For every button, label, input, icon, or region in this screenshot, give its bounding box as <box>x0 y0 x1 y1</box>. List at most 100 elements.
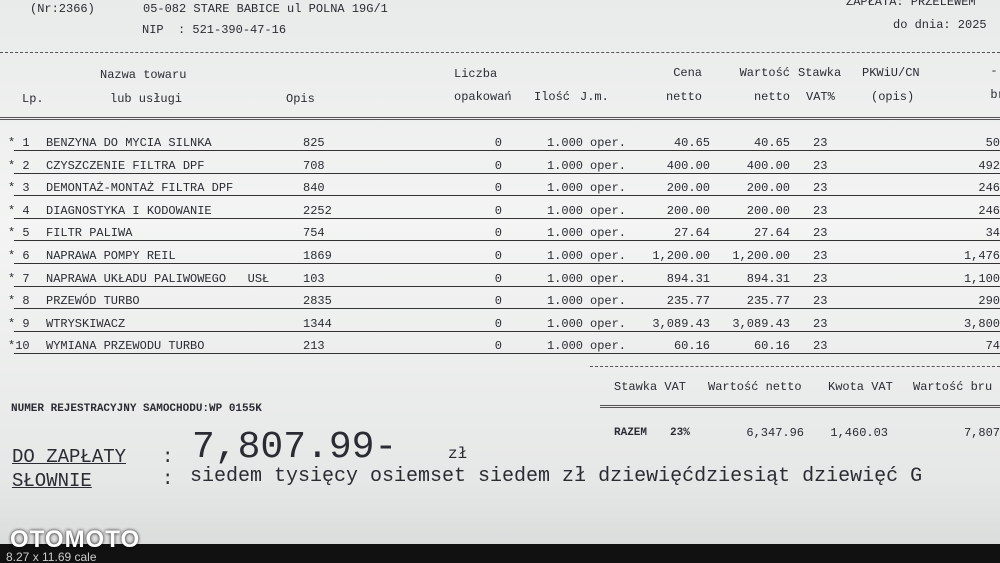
cell: 0 <box>494 158 502 173</box>
separator <box>590 366 1000 367</box>
vat-header: Wartość bru <box>913 380 993 394</box>
cell: 2835 <box>303 294 332 309</box>
cell: 23 <box>813 316 828 331</box>
row-line <box>14 308 1000 310</box>
cell: 3,089.43 <box>732 316 790 331</box>
cell: * 5 <box>8 226 30 241</box>
cell: 23 <box>813 158 828 173</box>
cell: 400.00 <box>666 158 710 173</box>
cell: 708 <box>303 158 325 173</box>
vat-cell: 23% <box>670 427 690 439</box>
cell: 235.77 <box>666 294 710 309</box>
item-name: BENZYNA DO MYCIA SILNKA <box>46 136 212 150</box>
cell: 894.31 <box>666 271 710 286</box>
page-size: 8.27 x 11.69 cale <box>6 550 97 563</box>
item-name: FILTR PALIWA <box>46 226 133 241</box>
cell: 0 <box>494 294 502 309</box>
cell: * 8 <box>8 294 30 309</box>
column-header: PKWiU/CN <box>862 66 920 80</box>
cell: 1.000 <box>546 203 583 218</box>
cell: 23 <box>813 294 828 309</box>
cell: 290 <box>978 294 1000 309</box>
cell: 492 <box>978 158 1000 173</box>
cell: 0 <box>494 271 502 286</box>
item-name: CZYSZCZENIE FILTRA DPF <box>46 158 205 173</box>
cell: 2252 <box>303 203 332 218</box>
row-line <box>14 240 1000 242</box>
cell: 0 <box>494 249 502 263</box>
cell: 1.000 <box>546 316 583 331</box>
cell: oper. <box>590 294 627 309</box>
column-header: opakowań <box>454 90 512 104</box>
cell: oper. <box>590 181 627 196</box>
cell: 0 <box>494 339 502 354</box>
separator <box>0 52 1000 53</box>
column-header: lub usługi <box>110 92 183 106</box>
cell: oper. <box>590 136 627 150</box>
cell: 246 <box>978 181 1000 196</box>
row-line <box>14 330 1000 332</box>
cell: 0 <box>494 226 502 241</box>
column-header: Liczba <box>454 67 498 81</box>
cell: *10 <box>8 339 30 354</box>
cell: 1.000 <box>546 136 583 150</box>
cell: 60.16 <box>753 339 790 354</box>
cell: 200.00 <box>746 181 790 196</box>
column-header: Opis <box>286 92 315 106</box>
vat-cell: RAZEM <box>614 427 648 439</box>
column-header: netto <box>753 90 790 104</box>
column-header: - ( <box>990 64 998 78</box>
cell: * 3 <box>8 181 30 196</box>
colon: : <box>162 468 174 490</box>
cell: oper. <box>590 158 627 173</box>
column-header: Wartość <box>739 66 790 80</box>
row-line <box>14 217 1000 219</box>
cell: 1.000 <box>546 294 583 309</box>
screen-bezel <box>0 544 1000 563</box>
due-date: do dnia: 2025 <box>893 18 987 32</box>
cell: 1,100 <box>963 271 1000 286</box>
cell: oper. <box>590 339 627 354</box>
cell: 34 <box>985 226 1000 241</box>
column-header: Stawka <box>798 66 842 80</box>
cell: 213 <box>303 339 325 354</box>
cell: 50 <box>985 136 1000 150</box>
address: 05-082 STARE BABICE ul POLNA 19G/1 <box>143 2 388 16</box>
cell: 1.000 <box>546 226 583 241</box>
cell: 23 <box>813 136 828 150</box>
payment: ZAPŁATA: PRZELEWEM <box>846 0 976 9</box>
item-name: NAPRAWA UKŁADU PALIWOWEGO USŁ <box>46 271 270 286</box>
cell: 23 <box>813 339 828 354</box>
row-line <box>14 150 1000 151</box>
cell: * 2 <box>8 158 30 173</box>
to-pay-label: DO ZAPŁATY <box>12 446 127 468</box>
cell: 23 <box>813 249 828 263</box>
cell: 200.00 <box>666 181 710 196</box>
cell: 40.65 <box>673 136 710 150</box>
cell: 23 <box>813 226 828 241</box>
separator <box>0 117 1000 120</box>
row-line <box>14 285 1000 287</box>
row-line <box>14 195 1000 197</box>
vat-header: Wartość netto <box>708 380 802 394</box>
item-name: PRZEWÓD TURBO <box>46 294 140 309</box>
column-header: (opis) <box>871 90 915 104</box>
cell: 1.000 <box>546 339 583 354</box>
vat-cell: 7,807 <box>963 426 1000 440</box>
cell: 1344 <box>303 316 332 331</box>
amount: 7,807.99- <box>192 426 398 469</box>
item-name: NAPRAWA POMPY REIL <box>46 249 176 263</box>
cell: 3,089.43 <box>652 316 710 331</box>
cell: 1,200.00 <box>732 249 790 263</box>
cell: 0 <box>494 181 502 196</box>
invoice-number: (Nr:2366) <box>30 2 95 16</box>
cell: * 9 <box>8 316 30 331</box>
cell: * 6 <box>8 249 30 263</box>
row-line <box>14 263 1000 264</box>
item-name: DEMONTAŻ-MONTAŻ FILTRA DPF <box>46 181 234 196</box>
cell: 825 <box>303 136 325 150</box>
cell: 0 <box>494 316 502 331</box>
item-name: WTRYSKIWACZ <box>46 316 126 331</box>
item-name: WYMIANA PRZEWODU TURBO <box>46 339 205 354</box>
separator <box>600 405 1000 408</box>
